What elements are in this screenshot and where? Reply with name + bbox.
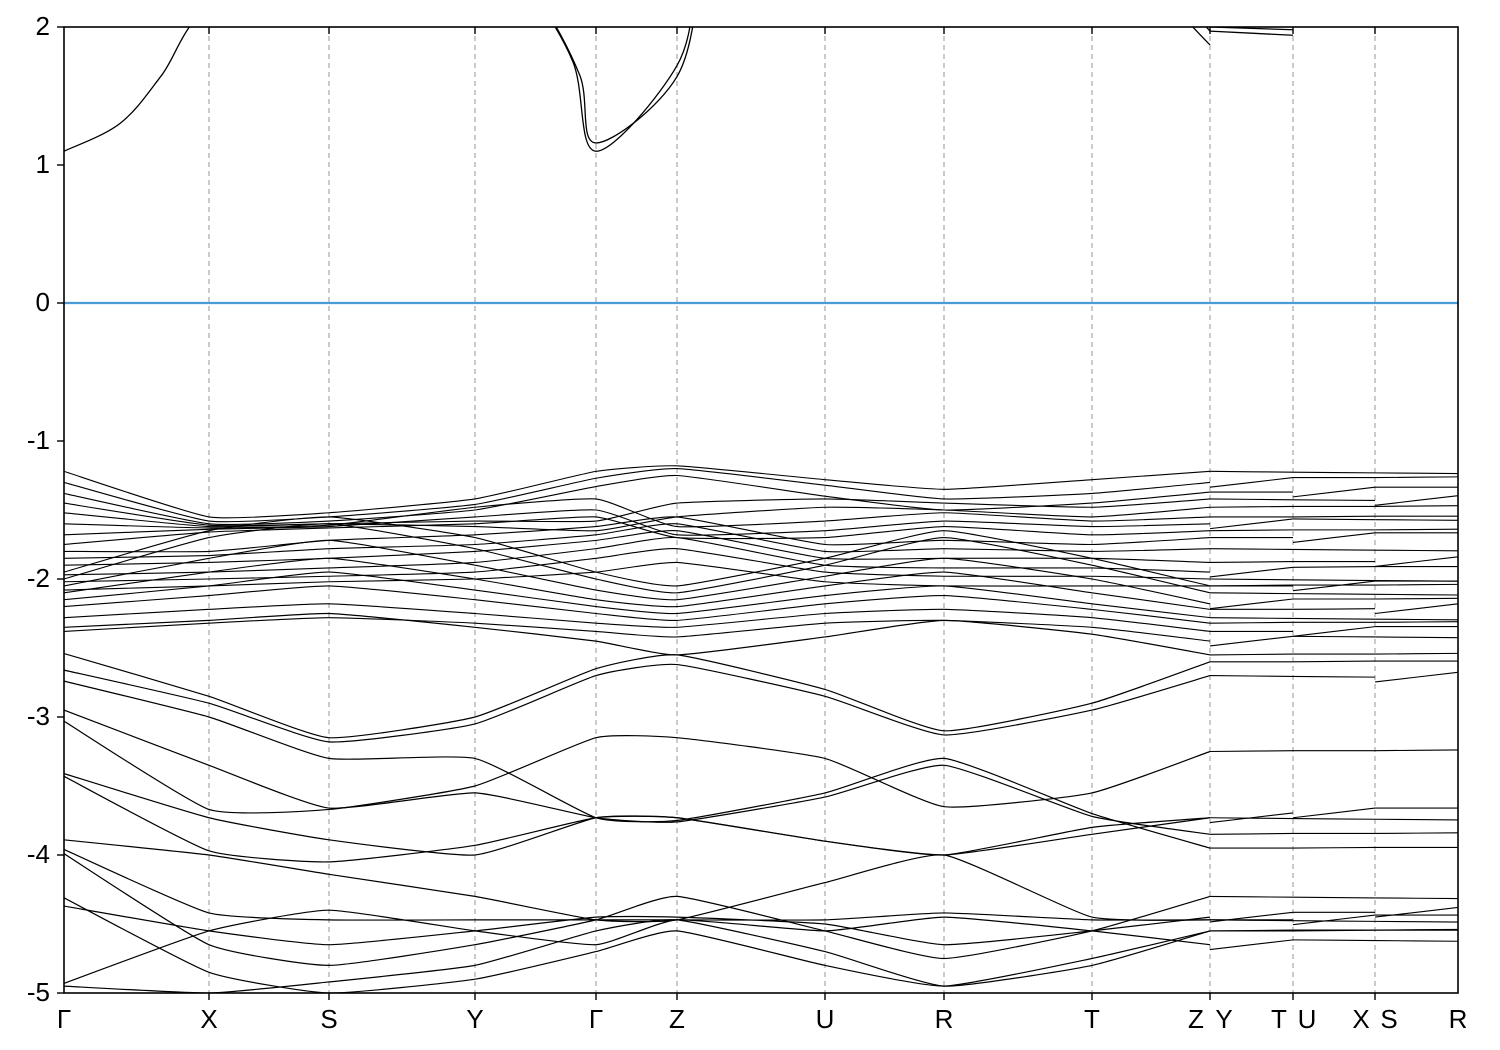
- svg-text:Γ: Γ: [589, 1004, 603, 1034]
- svg-text:-2: -2: [27, 563, 50, 593]
- svg-text:-5: -5: [27, 977, 50, 1007]
- svg-text:Γ: Γ: [57, 1004, 71, 1034]
- svg-text:U: U: [1298, 1004, 1317, 1034]
- svg-text:Y: Y: [466, 1004, 483, 1034]
- svg-text:U: U: [816, 1004, 835, 1034]
- svg-text:2: 2: [36, 11, 50, 41]
- svg-text:X: X: [200, 1004, 217, 1034]
- svg-text:S: S: [1380, 1004, 1397, 1034]
- svg-text:X: X: [1352, 1004, 1369, 1034]
- svg-text:S: S: [320, 1004, 337, 1034]
- svg-text:-1: -1: [27, 425, 50, 455]
- svg-text:T: T: [1084, 1004, 1100, 1034]
- svg-text:Y: Y: [1215, 1004, 1232, 1034]
- svg-text:Z: Z: [669, 1004, 685, 1034]
- svg-text:-3: -3: [27, 701, 50, 731]
- svg-text:R: R: [935, 1004, 954, 1034]
- svg-text:0: 0: [36, 287, 50, 317]
- svg-text:T: T: [1271, 1004, 1287, 1034]
- svg-text:Z: Z: [1188, 1004, 1204, 1034]
- svg-text:R: R: [1449, 1004, 1468, 1034]
- svg-text:1: 1: [36, 149, 50, 179]
- svg-text:-4: -4: [27, 839, 50, 869]
